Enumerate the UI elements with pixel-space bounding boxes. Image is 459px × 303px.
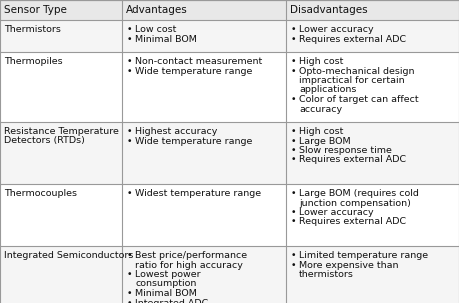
Text: Detectors (RTDs): Detectors (RTDs) xyxy=(4,136,85,145)
Text: •: • xyxy=(291,189,297,198)
Text: Thermistors: Thermistors xyxy=(4,25,61,34)
Text: •: • xyxy=(127,251,133,260)
Text: Integrated Semiconductors: Integrated Semiconductors xyxy=(4,251,134,260)
Text: junction compensation): junction compensation) xyxy=(299,198,411,208)
Text: •: • xyxy=(291,35,297,44)
Text: Lowest power: Lowest power xyxy=(135,270,201,279)
Text: thermistors: thermistors xyxy=(299,270,354,279)
Text: Opto-mechanical design: Opto-mechanical design xyxy=(299,66,414,75)
Text: •: • xyxy=(291,136,297,145)
Text: •: • xyxy=(291,66,297,75)
Text: Advantages: Advantages xyxy=(126,5,188,15)
Bar xyxy=(0,246,459,303)
Text: Thermocouples: Thermocouples xyxy=(4,189,77,198)
Text: •: • xyxy=(127,298,133,303)
Text: •: • xyxy=(127,66,133,75)
Text: Large BOM (requires cold: Large BOM (requires cold xyxy=(299,189,419,198)
Text: •: • xyxy=(127,57,133,66)
Text: Lower accuracy: Lower accuracy xyxy=(299,208,374,217)
Text: Non-contact measurement: Non-contact measurement xyxy=(135,57,262,66)
Text: •: • xyxy=(291,95,297,104)
Text: Lower accuracy: Lower accuracy xyxy=(299,25,374,34)
Bar xyxy=(0,0,459,20)
Bar xyxy=(0,184,459,246)
Text: •: • xyxy=(291,155,297,165)
Text: •: • xyxy=(127,25,133,34)
Text: •: • xyxy=(291,146,297,155)
Text: Resistance Temperature: Resistance Temperature xyxy=(4,127,119,136)
Text: Best price/performance: Best price/performance xyxy=(135,251,247,260)
Bar xyxy=(0,122,459,184)
Text: applications: applications xyxy=(299,85,356,95)
Text: Limited temperature range: Limited temperature range xyxy=(299,251,428,260)
Text: Wide temperature range: Wide temperature range xyxy=(135,136,252,145)
Text: Widest temperature range: Widest temperature range xyxy=(135,189,261,198)
Text: Highest accuracy: Highest accuracy xyxy=(135,127,218,136)
Text: Requires external ADC: Requires external ADC xyxy=(299,218,406,227)
Text: •: • xyxy=(291,57,297,66)
Text: consumption: consumption xyxy=(135,279,196,288)
Text: Sensor Type: Sensor Type xyxy=(4,5,67,15)
Text: •: • xyxy=(291,25,297,34)
Text: •: • xyxy=(291,218,297,227)
Text: impractical for certain: impractical for certain xyxy=(299,76,405,85)
Text: •: • xyxy=(291,251,297,260)
Text: •: • xyxy=(127,35,133,44)
Text: Requires external ADC: Requires external ADC xyxy=(299,35,406,44)
Text: •: • xyxy=(127,289,133,298)
Text: Minimal BOM: Minimal BOM xyxy=(135,289,197,298)
Text: Color of target can affect: Color of target can affect xyxy=(299,95,419,104)
Text: •: • xyxy=(291,208,297,217)
Text: Wide temperature range: Wide temperature range xyxy=(135,66,252,75)
Text: •: • xyxy=(127,189,133,198)
Text: ratio for high accuracy: ratio for high accuracy xyxy=(135,261,243,269)
Text: Large BOM: Large BOM xyxy=(299,136,351,145)
Text: •: • xyxy=(127,127,133,136)
Text: •: • xyxy=(127,136,133,145)
Text: High cost: High cost xyxy=(299,127,343,136)
Bar xyxy=(0,52,459,122)
Text: Integrated ADC: Integrated ADC xyxy=(135,298,208,303)
Text: Disadvantages: Disadvantages xyxy=(290,5,368,15)
Text: Low cost: Low cost xyxy=(135,25,176,34)
Text: High cost: High cost xyxy=(299,57,343,66)
Text: •: • xyxy=(291,127,297,136)
Text: •: • xyxy=(291,261,297,269)
Text: Thermopiles: Thermopiles xyxy=(4,57,62,66)
Text: Slow response time: Slow response time xyxy=(299,146,392,155)
Text: Minimal BOM: Minimal BOM xyxy=(135,35,197,44)
Bar xyxy=(0,20,459,52)
Text: accuracy: accuracy xyxy=(299,105,342,114)
Text: More expensive than: More expensive than xyxy=(299,261,398,269)
Text: Requires external ADC: Requires external ADC xyxy=(299,155,406,165)
Text: •: • xyxy=(127,270,133,279)
